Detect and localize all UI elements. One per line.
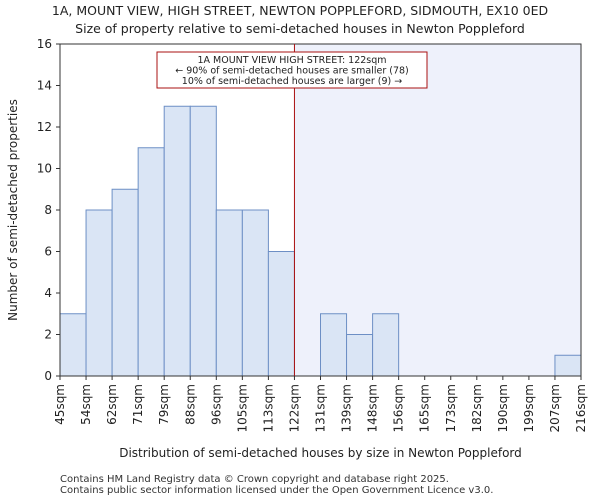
y-tick-label: 2 [44,328,52,342]
chart-subtitle: Size of property relative to semi-detach… [75,21,525,36]
annotation-line: 10% of semi-detached houses are larger (… [182,76,402,87]
y-tick-label: 8 [44,203,52,217]
y-tick-label: 0 [44,369,52,383]
x-tick-label: 88sqm [183,384,197,425]
histogram-bar [189,105,217,377]
x-tick-label: 199sqm [522,384,536,432]
x-tick-label: 113sqm [261,384,275,432]
y-tick-label: 12 [37,120,52,134]
x-tick-label: 54sqm [79,384,93,425]
histogram-bar [111,188,139,377]
histogram-bar [137,147,165,377]
annotation-box [156,51,428,89]
histogram-bar [346,334,374,377]
histogram-bar [267,251,295,377]
x-tick-label: 207sqm [548,384,562,432]
y-tick-label: 4 [44,286,52,300]
histogram-bar [85,209,113,377]
annotation-line: ← 90% of semi-detached houses are smalle… [175,66,409,77]
y-axis-label: Number of semi-detached properties [6,99,20,321]
footer-line-1: Contains HM Land Registry data © Crown c… [60,474,449,485]
x-tick-label: 156sqm [392,384,406,432]
histogram-bar [163,105,191,377]
x-tick-label: 216sqm [574,384,588,432]
y-tick-label: 6 [44,245,52,259]
annotation-line: 1A MOUNT VIEW HIGH STREET: 122sqm [197,55,386,66]
y-tick-label: 14 [37,79,52,93]
x-axis-label: Distribution of semi-detached houses by … [119,446,522,460]
histogram-bar [241,209,269,377]
x-tick-label: 105sqm [235,384,249,432]
x-tick-label: 45sqm [53,384,67,425]
x-tick-label: 182sqm [470,384,484,432]
histogram-bar [215,209,243,377]
x-tick-label: 96sqm [209,384,223,425]
chart-title: 1A, MOUNT VIEW, HIGH STREET, NEWTON POPP… [51,3,549,18]
x-tick-label: 173sqm [444,384,458,432]
x-tick-label: 131sqm [314,384,328,432]
histogram-bar [372,313,400,377]
y-tick-label: 16 [37,37,52,51]
histogram-bar [320,313,348,377]
histogram-bar [554,354,582,377]
x-tick-label: 62sqm [105,384,119,425]
y-tick-label: 10 [37,162,52,176]
x-tick-label: 190sqm [496,384,510,432]
x-tick-label: 165sqm [418,384,432,432]
x-tick-label: 122sqm [287,384,301,432]
x-tick-label: 71sqm [131,384,145,425]
histogram-bar [59,313,87,377]
x-tick-label: 139sqm [340,384,354,432]
x-tick-label: 148sqm [366,384,380,432]
footer-line-2: Contains public sector information licen… [60,485,494,496]
x-tick-label: 79sqm [157,384,171,425]
